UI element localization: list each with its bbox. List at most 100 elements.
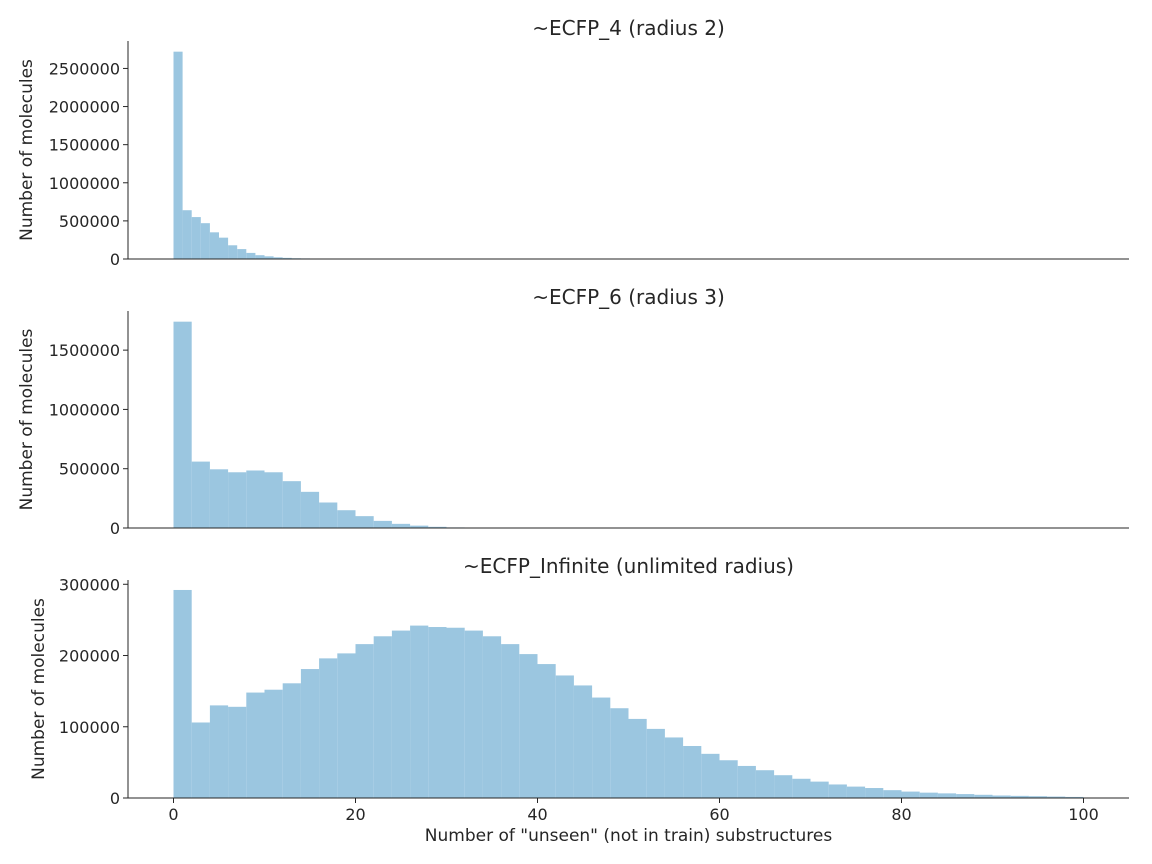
histogram-bar bbox=[646, 728, 665, 798]
y-tick-label: 200000 bbox=[59, 647, 120, 666]
histogram-bar bbox=[255, 255, 265, 259]
histogram-bar bbox=[373, 636, 392, 798]
histogram-bar bbox=[865, 788, 884, 798]
histogram-bar bbox=[191, 217, 201, 259]
histogram-bar bbox=[191, 461, 210, 528]
chart-title: ~ECFP_6 (radius 3) bbox=[532, 285, 725, 309]
histogram-bar bbox=[282, 481, 301, 528]
histogram-bar bbox=[319, 502, 338, 528]
histogram-bar bbox=[209, 232, 219, 259]
histogram-bar bbox=[209, 705, 229, 798]
histogram-bar bbox=[191, 722, 210, 798]
histogram-bar bbox=[410, 525, 429, 528]
y-tick-label: 2500000 bbox=[49, 59, 120, 78]
chart-title: ~ECFP_Infinite (unlimited radius) bbox=[463, 554, 794, 578]
histogram-bar bbox=[737, 765, 756, 798]
histogram-bar bbox=[273, 257, 283, 259]
histogram-bar bbox=[446, 627, 465, 798]
histogram-bar bbox=[300, 669, 320, 798]
histogram-bar bbox=[355, 644, 374, 798]
histogram-bar bbox=[246, 252, 256, 259]
histogram-bar bbox=[883, 790, 902, 798]
histogram-bar bbox=[300, 491, 320, 528]
chart-panel-1: ~ECFP_4 (radius 2) 0 500000 1000000 1500000 2… bbox=[17, 16, 1129, 269]
x-tick-label: 60 bbox=[709, 805, 729, 824]
histogram-bar bbox=[719, 760, 738, 798]
histogram-bar bbox=[519, 654, 538, 798]
y-tick-label: 1500000 bbox=[49, 136, 120, 155]
y-tick-label: 0 bbox=[110, 789, 120, 808]
x-axis-label: Number of "unseen" (not in train) substr… bbox=[425, 826, 833, 846]
histogram-bar bbox=[937, 793, 957, 798]
histogram-bar bbox=[956, 794, 975, 798]
histogram-bar bbox=[228, 245, 238, 259]
y-axis-label: Number of molecules bbox=[29, 598, 49, 780]
histogram-bar bbox=[337, 653, 356, 798]
y-tick-label: 0 bbox=[110, 250, 120, 269]
x-tick-label: 0 bbox=[168, 805, 178, 824]
histogram-bar bbox=[282, 257, 292, 259]
x-tick-label: 40 bbox=[527, 805, 547, 824]
histogram-bar bbox=[555, 675, 574, 798]
histogram-bar bbox=[391, 630, 411, 798]
histogram-bar bbox=[182, 210, 192, 259]
histogram-bar bbox=[173, 589, 192, 798]
histogram-bar bbox=[992, 795, 1011, 798]
histogram-bar bbox=[537, 664, 556, 798]
histogram-bar bbox=[683, 745, 702, 798]
histogram-bar bbox=[573, 685, 593, 798]
y-axis-label: Number of molecules bbox=[17, 59, 37, 241]
histogram-bar bbox=[701, 753, 720, 798]
histogram-bar bbox=[1028, 796, 1048, 798]
histogram-bar bbox=[828, 784, 847, 798]
histogram-bar bbox=[391, 523, 411, 528]
histogram-bar bbox=[592, 697, 611, 798]
histogram-bar bbox=[901, 791, 920, 798]
histogram-bar bbox=[319, 658, 338, 798]
histogram-bar bbox=[846, 786, 866, 798]
histogram-bar bbox=[246, 692, 265, 798]
y-tick-label: 100000 bbox=[59, 718, 120, 737]
histogram-bar bbox=[428, 526, 447, 528]
histogram-bar bbox=[410, 625, 429, 798]
y-tick-label: 500000 bbox=[59, 460, 120, 479]
histogram-bar bbox=[264, 472, 283, 528]
x-tick-label: 100 bbox=[1068, 805, 1099, 824]
histogram-bar bbox=[628, 718, 647, 798]
histogram-bar bbox=[373, 520, 392, 528]
histogram-bar bbox=[1047, 796, 1066, 798]
histogram-bar bbox=[1010, 795, 1029, 798]
histogram-bar bbox=[264, 689, 283, 798]
histogram-bar bbox=[173, 321, 192, 528]
histogram-bar bbox=[974, 794, 993, 798]
histogram-bar bbox=[810, 781, 829, 798]
histogram-bar bbox=[774, 775, 793, 798]
histogram-bar bbox=[755, 770, 775, 798]
chart-panel-3: ~ECFP_Infinite (unlimited radius) 0 100000… bbox=[29, 554, 1129, 846]
y-tick-label: 300000 bbox=[59, 575, 120, 594]
y-tick-label: 2000000 bbox=[49, 98, 120, 117]
histogram-bar bbox=[464, 630, 483, 798]
chart-title: ~ECFP_4 (radius 2) bbox=[532, 16, 725, 40]
y-tick-label: 500000 bbox=[59, 212, 120, 231]
histogram-bar bbox=[209, 469, 229, 528]
x-tick-label: 80 bbox=[891, 805, 911, 824]
histogram-bar bbox=[246, 470, 265, 528]
chart-panel-2: ~ECFP_6 (radius 3) 0 500000 1000000 1500000 N… bbox=[17, 285, 1129, 538]
histogram-bar bbox=[264, 256, 274, 259]
histogram-bar bbox=[355, 516, 374, 528]
histogram-bar bbox=[482, 636, 502, 798]
histogram-bar bbox=[664, 737, 684, 798]
histogram-bar bbox=[173, 51, 183, 260]
histogram-bar bbox=[501, 644, 520, 798]
y-tick-label: 1500000 bbox=[49, 341, 120, 360]
histogram-bar bbox=[282, 683, 301, 798]
histogram-bar bbox=[337, 510, 356, 528]
histogram-bar bbox=[237, 249, 247, 259]
x-tick-label: 20 bbox=[345, 805, 365, 824]
histogram-bar bbox=[200, 223, 210, 259]
histogram-bar bbox=[219, 237, 229, 259]
y-tick-label: 1000000 bbox=[49, 174, 120, 193]
histogram-bar bbox=[1065, 796, 1084, 798]
